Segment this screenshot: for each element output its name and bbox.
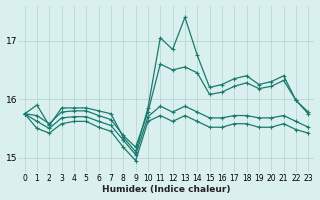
X-axis label: Humidex (Indice chaleur): Humidex (Indice chaleur) <box>102 185 231 194</box>
